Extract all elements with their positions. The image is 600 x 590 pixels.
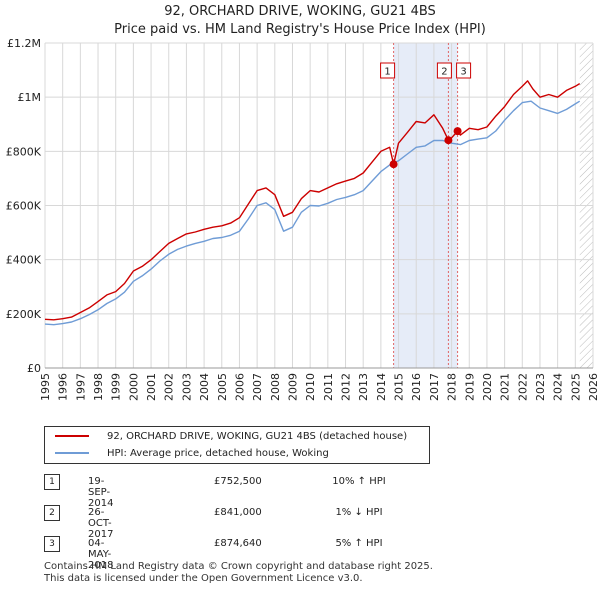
y-tick-label: £0 <box>27 362 41 375</box>
chart-subtitle: Price paid vs. HM Land Registry's House … <box>114 22 486 37</box>
chart-title-address: 92, ORCHARD DRIVE, WOKING, GU21 4BS <box>164 4 436 19</box>
transaction-point <box>444 136 453 145</box>
x-tick-label: 2021 <box>499 373 512 401</box>
transaction-point <box>453 127 462 136</box>
x-tick-label: 2009 <box>286 373 299 401</box>
legend-label-hpi: HPI: Average price, detached house, Woki… <box>107 447 329 459</box>
y-tick-label: £800K <box>6 145 42 158</box>
x-tick-label: 2014 <box>375 373 388 401</box>
transaction-date: 04-MAY-2018 <box>88 538 114 571</box>
x-tick-label: 2018 <box>446 373 459 401</box>
y-tick-label: £600K <box>6 200 42 213</box>
legend-item-hpi: HPI: Average price, detached house, Woki… <box>55 445 329 461</box>
x-tick-label: 1996 <box>57 373 70 401</box>
x-tick-label: 2013 <box>357 373 370 401</box>
y-tick-label: £200K <box>6 308 42 321</box>
hpi-line <box>44 100 581 326</box>
transaction-number-badge: 2 <box>44 505 60 521</box>
footer-copyright: Contains HM Land Registry data © Crown c… <box>44 561 433 572</box>
transaction-label-box <box>380 62 396 79</box>
x-tick-label: 1997 <box>74 373 87 401</box>
x-tick-label: 2004 <box>198 373 211 401</box>
x-tick-label: 2008 <box>269 373 282 401</box>
y-tick-label: £1M <box>18 91 42 104</box>
x-tick-label: 2006 <box>233 373 246 401</box>
price-chart: £0 £200K £400K £600K £800K £1M £1.2M 1995 1996 19… <box>6 37 600 401</box>
y-tick-label: £1.2M <box>7 37 41 50</box>
transaction-label-number: 3 <box>460 67 466 78</box>
transaction-number-badge: 3 <box>44 536 60 552</box>
x-tick-label: 2012 <box>340 373 353 401</box>
x-tick-label: 2025 <box>569 373 582 401</box>
x-tick-label: 2010 <box>304 373 317 401</box>
transaction-label-box <box>456 62 472 79</box>
x-tick-label: 2015 <box>393 373 406 401</box>
transaction-number-badge: 1 <box>44 474 60 490</box>
transaction-hpi-diff: 5% ↑ HPI <box>335 538 383 549</box>
x-tick-label: 2001 <box>145 373 158 401</box>
x-tick-label: 2017 <box>428 373 441 401</box>
transaction-hpi-diff: 10% ↑ HPI <box>332 476 386 487</box>
transaction-price: £841,000 <box>214 507 262 518</box>
legend-swatch-hpi <box>55 452 89 454</box>
footer-licence: This data is licensed under the Open Gov… <box>44 573 363 584</box>
legend-swatch-property <box>55 435 89 437</box>
x-tick-label: 1998 <box>92 373 105 401</box>
x-tick-label: 2016 <box>410 373 423 401</box>
transaction-date: 19-SEP-2014 <box>88 476 114 509</box>
chart-legend: 92, ORCHARD DRIVE, WOKING, GU21 4BS (det… <box>44 426 430 464</box>
transaction-date: 26-OCT-2017 <box>88 507 114 540</box>
x-tick-label: 2019 <box>463 373 476 401</box>
x-tick-label: 2023 <box>534 373 547 401</box>
property-price-line <box>44 80 581 321</box>
x-tick-label: 2005 <box>216 373 229 401</box>
x-tick-label: 2000 <box>127 373 140 401</box>
x-tick-label: 2026 <box>587 373 600 401</box>
transaction-price: £752,500 <box>214 476 262 487</box>
x-tick-label: 2002 <box>163 373 176 401</box>
x-tick-label: 1999 <box>110 373 123 401</box>
transaction-point <box>389 160 398 169</box>
x-tick-label: 2020 <box>481 373 494 401</box>
y-tick-label: £400K <box>6 254 42 267</box>
transaction-hpi-diff: 1% ↓ HPI <box>335 507 383 518</box>
x-tick-label: 2011 <box>322 373 335 401</box>
transaction-label-box <box>436 62 452 79</box>
x-tick-label: 2022 <box>516 373 529 401</box>
x-tick-label: 1995 <box>39 373 52 401</box>
transaction-price: £874,640 <box>214 538 262 549</box>
x-tick-label: 2003 <box>180 373 193 401</box>
legend-label-property: 92, ORCHARD DRIVE, WOKING, GU21 4BS (det… <box>107 430 408 442</box>
transaction-label-number: 2 <box>441 67 447 78</box>
x-tick-label: 2007 <box>251 373 264 401</box>
x-tick-label: 2024 <box>552 373 565 401</box>
legend-item-property: 92, ORCHARD DRIVE, WOKING, GU21 4BS (det… <box>55 428 407 444</box>
transaction-label-number: 1 <box>384 67 390 78</box>
